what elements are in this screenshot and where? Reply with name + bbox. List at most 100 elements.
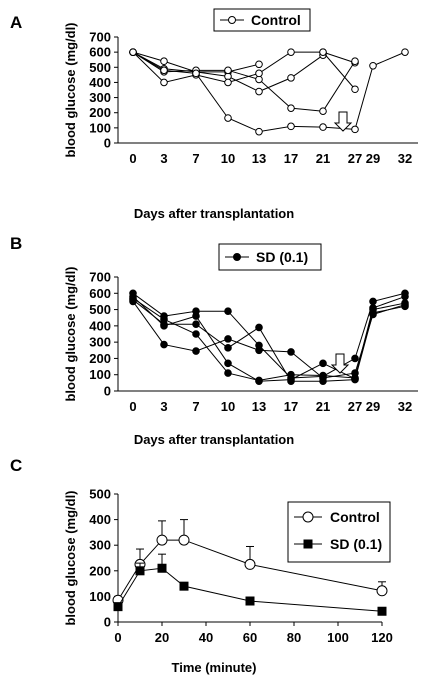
x-tick-label: 100 [327, 630, 349, 645]
arrow-down-icon [330, 353, 350, 374]
data-point [287, 104, 295, 112]
data-point [179, 581, 189, 591]
data-point [255, 346, 263, 355]
x-tick-label: 21 [316, 399, 330, 414]
panel-label: A [10, 13, 22, 32]
x-tick-label: 17 [284, 399, 298, 414]
data-point [129, 294, 137, 302]
data-point [351, 85, 359, 94]
data-point [224, 114, 232, 122]
data-point [255, 127, 263, 136]
x-tick-label: 3 [160, 399, 167, 414]
data-point [224, 369, 232, 377]
y-tick-label: 200 [89, 105, 111, 120]
data-point [160, 340, 168, 349]
data-point [192, 330, 200, 338]
data-point [255, 87, 263, 96]
x-tick-label: 7 [192, 399, 199, 414]
x-tick-label: 0 [129, 151, 136, 166]
data-point [255, 60, 263, 69]
data-point [178, 534, 190, 546]
data-point [351, 374, 359, 382]
series-line [132, 292, 406, 379]
y-tick-label: 500 [89, 487, 111, 502]
y-axis-title: blood glucose (mg/dl) [63, 22, 78, 157]
data-point [224, 344, 232, 352]
y-tick-label: 0 [104, 384, 111, 399]
data-point [351, 354, 359, 363]
y-tick-label: 200 [89, 563, 111, 578]
x-tick-label: 120 [371, 630, 393, 645]
data-point [156, 534, 168, 546]
x-tick-label: 32 [398, 399, 412, 414]
panel-label: C [10, 456, 22, 475]
data-point [319, 48, 327, 56]
data-point [351, 57, 359, 66]
data-point [369, 304, 377, 312]
y-tick-label: 600 [89, 45, 111, 60]
legend-marker [233, 253, 241, 261]
y-axis-title: blood glucose (mg/dl) [63, 266, 78, 401]
x-tick-label: 17 [284, 151, 298, 166]
data-point [192, 312, 200, 320]
data-point [157, 563, 167, 573]
data-point [287, 348, 295, 356]
x-tick-label: 20 [155, 630, 169, 645]
y-tick-label: 200 [89, 351, 111, 366]
y-tick-label: 400 [89, 75, 111, 90]
x-tick-label: 0 [129, 399, 136, 414]
y-tick-label: 300 [89, 335, 111, 350]
series-line [132, 296, 406, 381]
data-point [244, 558, 256, 570]
data-point [401, 292, 409, 301]
y-tick-label: 0 [104, 615, 111, 630]
y-tick-label: 0 [104, 136, 111, 151]
x-tick-label: 27 [348, 399, 362, 414]
arrow-down-icon [333, 111, 353, 132]
data-point [401, 300, 409, 309]
y-tick-label: 100 [89, 367, 111, 382]
y-tick-label: 300 [89, 538, 111, 553]
legend-marker [303, 539, 313, 549]
panel-label: B [10, 234, 22, 253]
data-point [224, 359, 232, 368]
data-point [160, 66, 168, 75]
y-axis-title: blood glucose (mg/dl) [63, 490, 78, 625]
data-point [287, 377, 295, 386]
data-point [376, 585, 388, 597]
x-axis-title: Days after transplantation [134, 206, 294, 221]
series-line [132, 51, 356, 90]
series-line [132, 299, 406, 382]
data-point [160, 315, 168, 324]
legend-box [213, 8, 311, 32]
data-point [255, 376, 263, 385]
series-line [132, 296, 406, 382]
data-point [224, 307, 232, 316]
x-tick-label: 27 [348, 151, 362, 166]
data-point [160, 57, 168, 66]
x-tick-label: 10 [221, 151, 235, 166]
y-tick-label: 700 [89, 270, 111, 285]
legend-label: SD (0.1) [330, 536, 382, 552]
y-tick-label: 100 [89, 589, 111, 604]
data-point [377, 606, 387, 616]
x-tick-label: 32 [398, 151, 412, 166]
legend-marker [228, 16, 236, 24]
data-point [224, 66, 232, 75]
x-tick-label: 13 [252, 151, 266, 166]
data-point [224, 78, 232, 87]
legend-label: Control [330, 509, 380, 525]
data-point [369, 297, 377, 306]
y-tick-label: 600 [89, 286, 111, 301]
x-tick-label: 80 [287, 630, 301, 645]
x-axis-title: Time (minute) [172, 660, 257, 675]
x-axis-title: Days after transplantation [134, 432, 294, 447]
data-point [401, 48, 409, 56]
data-point [129, 48, 137, 56]
x-tick-label: 0 [114, 630, 121, 645]
y-tick-label: 100 [89, 120, 111, 135]
x-tick-label: 29 [366, 151, 380, 166]
data-point [192, 347, 200, 355]
data-point [319, 359, 327, 368]
